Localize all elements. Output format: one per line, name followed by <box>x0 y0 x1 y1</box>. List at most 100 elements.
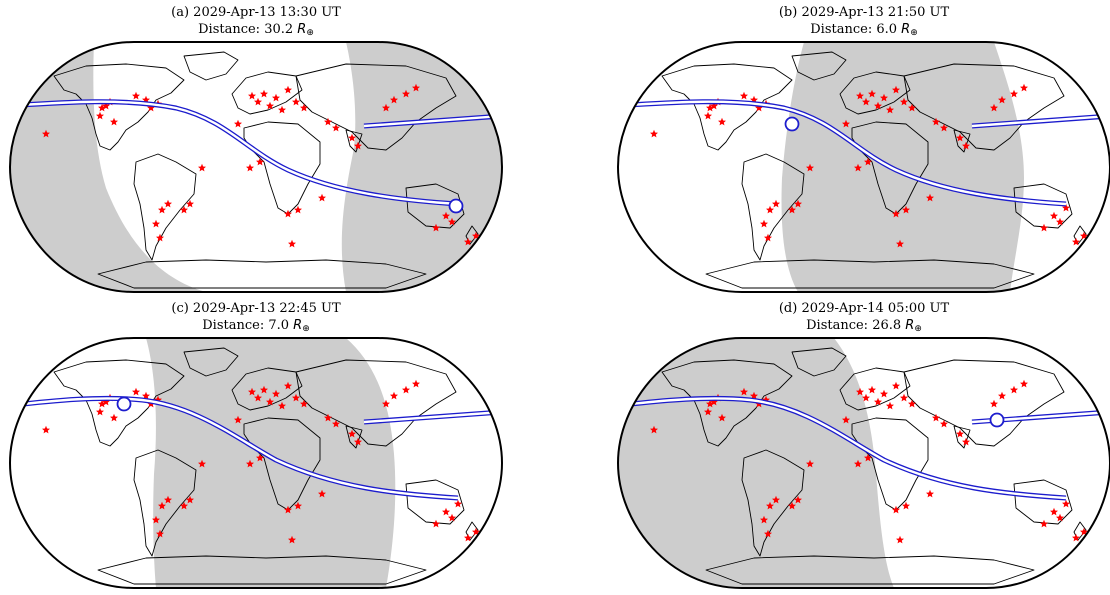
landmass-europe <box>839 367 911 411</box>
panel-title: (a) 2029-Apr-13 13:30 UT <box>171 5 341 20</box>
panel-title: (d) 2029-Apr-14 05:00 UT <box>778 301 950 316</box>
observatory-star <box>348 133 356 142</box>
map-outline <box>616 337 1110 589</box>
observatory-star <box>234 119 242 128</box>
map-panel-c: (c) 2029-Apr-13 22:45 UT Distance: 7.0 R… <box>6 296 506 592</box>
distance-unit: R <box>293 318 303 333</box>
world-map <box>8 41 504 293</box>
observatory-star <box>318 489 326 498</box>
observatory-star <box>886 105 894 114</box>
observatory-star <box>1072 533 1080 542</box>
observatory-star <box>412 379 420 388</box>
observatory-star <box>862 393 870 402</box>
observatory-star <box>1072 237 1080 246</box>
observatory-star <box>896 239 904 248</box>
observatory-star <box>1040 519 1048 528</box>
observatory-star <box>766 205 774 214</box>
observatory-star <box>1056 513 1064 522</box>
observatory-star <box>862 97 870 106</box>
map-layers <box>10 338 502 588</box>
observatory-star <box>448 513 456 522</box>
landmass-australia <box>1013 183 1073 229</box>
observatory-star <box>892 505 900 514</box>
observatory-star <box>794 495 802 504</box>
observatory-star <box>998 95 1006 104</box>
observatory-star <box>755 103 763 112</box>
observatory-star <box>454 499 462 508</box>
observatory-star <box>772 199 780 208</box>
observatory-star <box>1056 217 1064 226</box>
observatory-star <box>142 391 150 400</box>
observatory-star <box>1020 379 1028 388</box>
landmass-antarctica <box>705 555 1035 585</box>
observatory-star <box>284 209 292 218</box>
landmass-greenland <box>791 51 847 81</box>
landmass-greenland <box>183 51 239 81</box>
observatory-star <box>956 133 964 142</box>
observatory-star <box>332 419 340 428</box>
observatory-star <box>806 163 814 172</box>
observatory-star <box>842 415 850 424</box>
ground-track-short-inner <box>363 410 502 424</box>
observatory-star <box>902 205 910 214</box>
observatory-star <box>880 93 888 102</box>
observatory-star <box>110 117 118 126</box>
landmass-india <box>953 425 971 449</box>
observatory-star <box>272 389 280 398</box>
observatory-star <box>402 89 410 98</box>
observatory-star <box>132 387 140 396</box>
observatory-star <box>854 163 862 172</box>
observatory-star <box>1040 223 1048 232</box>
panel-distance: Distance: 7.0 R⊕ <box>6 317 506 338</box>
observatory-star <box>788 205 796 214</box>
observatory-star <box>864 453 872 462</box>
observatory-star <box>718 413 726 422</box>
observatory-star <box>110 413 118 422</box>
landmass-greenland <box>183 347 239 377</box>
landmass-europe <box>231 71 303 115</box>
map-outline <box>8 41 504 293</box>
observatory-star <box>856 91 864 100</box>
observatory-star <box>284 85 292 94</box>
landmass-india <box>345 425 363 449</box>
panel-distance: Distance: 6.0 R⊕ <box>614 21 1110 42</box>
observatory-star <box>880 389 888 398</box>
observatory-star <box>432 519 440 528</box>
observatory-star <box>324 117 332 126</box>
observatory-star <box>294 205 302 214</box>
distance-unit-subscript: ⊕ <box>306 28 314 38</box>
landmass-australia <box>405 183 465 229</box>
observatory-star <box>354 141 362 150</box>
observatory-star <box>382 399 390 408</box>
landmass-india <box>345 129 363 153</box>
observatory-star <box>156 233 164 242</box>
observatory-star <box>1010 385 1018 394</box>
observatory-star <box>390 95 398 104</box>
observatory-star <box>650 129 658 138</box>
observatory-star <box>152 515 160 524</box>
observatory-star <box>740 91 748 100</box>
observatory-star <box>1020 83 1028 92</box>
observatory-star <box>1062 499 1070 508</box>
observatory-star <box>874 101 882 110</box>
landmass-australia <box>405 479 465 525</box>
asteroid-position-marker <box>784 116 800 132</box>
observatory-star <box>442 507 450 516</box>
observatory-star <box>246 459 254 468</box>
observatory-star <box>354 437 362 446</box>
observatory-star <box>926 193 934 202</box>
landmass-asia <box>903 63 1065 151</box>
ground-track-short-inner <box>971 114 1110 128</box>
map-layers <box>618 42 1110 292</box>
map-layers <box>10 42 502 292</box>
observatory-star <box>180 501 188 510</box>
landmass-australia <box>1013 479 1073 525</box>
observatory-star <box>96 407 104 416</box>
observatory-star <box>962 437 970 446</box>
observatory-star <box>300 103 308 112</box>
observatory-star <box>382 103 390 112</box>
landmass-europe <box>231 367 303 411</box>
observatory-star <box>874 397 882 406</box>
distance-unit: R <box>905 318 915 333</box>
observatory-star <box>260 89 268 98</box>
